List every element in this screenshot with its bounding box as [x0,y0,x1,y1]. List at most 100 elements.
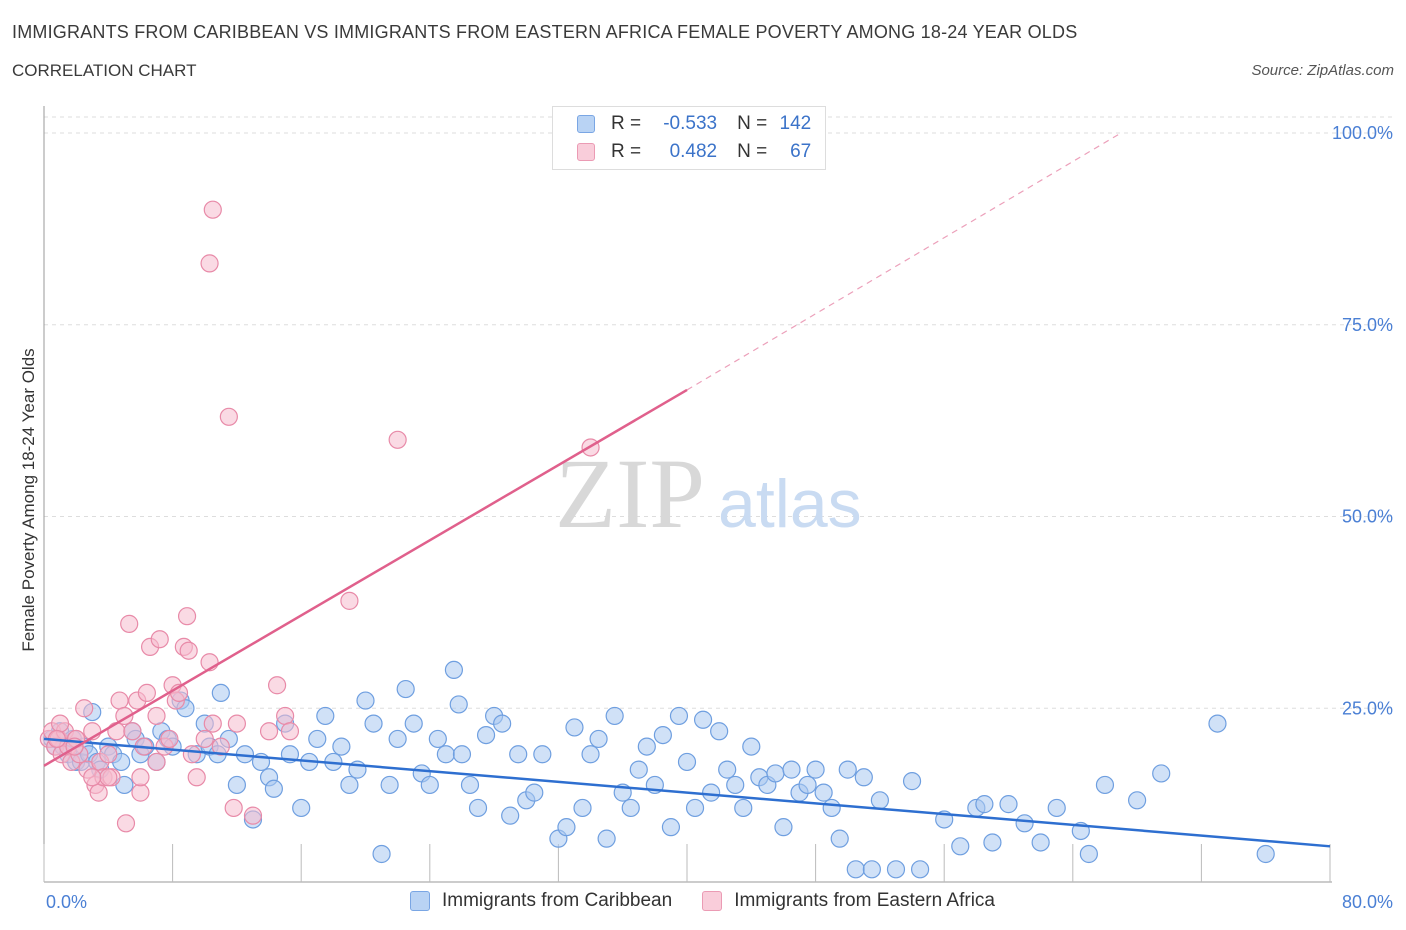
caribbean-point [621,798,640,818]
series-legend-eastern-africa: Immigrants from Eastern Africa [702,890,995,912]
eastern-africa-trend-extension [686,132,1122,391]
caribbean-point [340,775,359,795]
legend-r-value: -0.533 [663,113,718,134]
caribbean-point [629,760,648,779]
caribbean-point [436,745,455,764]
caribbean-point [870,791,890,810]
eastern-africa-point [89,783,108,802]
caribbean-point [372,844,391,864]
caribbean-point [316,706,335,726]
eastern-africa-point [131,768,150,787]
eastern-africa-point [150,630,169,649]
eastern-africa-point [224,798,243,818]
legend-n-value: 67 [790,141,812,162]
eastern-africa-point [177,607,197,626]
eastern-africa-point [211,737,230,756]
caribbean-point [509,745,528,764]
caribbean-point [822,798,841,818]
caribbean-point [356,691,375,710]
eastern-africa-point [276,706,295,726]
caribbean-point [1047,798,1066,818]
series-label-caribbean: Immigrants from Caribbean [442,890,673,911]
caribbean-point [573,798,592,818]
caribbean-point [493,714,512,733]
series-swatch-pink [702,891,723,911]
caribbean-point [444,660,464,680]
caribbean-point [742,737,761,756]
y-tick-label: 25.0% [1342,698,1393,718]
caribbean-point [388,729,407,749]
caribbean-point [782,760,801,779]
eastern-africa-point [147,752,166,772]
eastern-africa-point [227,714,246,733]
caribbean-point [766,764,785,783]
caribbean-point [798,775,817,795]
caribbean-point [693,710,713,729]
eastern-africa-point [123,722,142,741]
caribbean-point [710,722,729,741]
caribbean-point [533,745,552,764]
caribbean-point [902,772,922,791]
eastern-africa-point [388,430,407,449]
legend-r-label: R = [611,113,642,134]
caribbean-point [669,706,689,726]
legend-r-label: R = [611,141,642,162]
caribbean-point [1031,833,1050,852]
caribbean-point [525,783,544,802]
caribbean-point [1079,844,1098,864]
correlation-legend: R = -0.533 N = 142 R = 0.482 N = 67 [552,106,826,170]
caribbean-point [862,860,881,879]
eastern-africa-point [267,676,287,695]
eastern-africa-point [160,729,179,749]
caribbean-point [774,818,793,837]
caribbean-point [983,833,1002,852]
y-axis-title: Female Poverty Among 18-24 Year Olds [19,348,38,651]
caribbean-point [565,718,584,737]
caribbean-point [975,795,994,814]
caribbean-point [1208,714,1227,733]
y-tick-label: 100.0% [1332,123,1393,143]
caribbean-point [380,775,399,795]
caribbean-trend-line [43,737,1331,848]
caribbean-point [557,818,576,837]
caribbean-point [1015,814,1034,833]
eastern-africa-point [340,591,359,610]
caribbean-point [1127,791,1147,810]
legend-swatch-pink [577,143,595,161]
caribbean-point [718,760,737,779]
eastern-africa-point [83,768,102,787]
eastern-africa-point [280,722,300,741]
caribbean-point [227,775,246,795]
caribbean-point [468,798,488,818]
eastern-africa-point [179,641,198,660]
caribbean-point [501,806,520,825]
caribbean-point [702,783,721,802]
x-tick-label: 80.0% [1342,892,1393,912]
caribbean-point [1152,764,1171,783]
caribbean-point [308,729,327,749]
caribbean-point [589,729,608,749]
legend-row-eastern-africa: R = 0.482 N = 67 [577,141,811,163]
caribbean-point [364,714,383,733]
eastern-africa-point [120,614,139,633]
x-tick-label: 0.0% [46,892,87,912]
caribbean-point [476,725,496,745]
caribbean-point [677,752,697,772]
caribbean-point [396,679,415,699]
caribbean-point [838,760,857,779]
chart-title: IMMIGRANTS FROM CARIBBEAN VS IMMIGRANTS … [12,22,1078,42]
eastern-africa-point [147,706,166,726]
series-swatch-blue [410,891,430,911]
eastern-africa-point [107,722,126,741]
eastern-africa-point [219,407,238,426]
eastern-africa-point [259,722,279,741]
eastern-africa-point [110,691,129,710]
caribbean-point [292,798,311,818]
caribbean-point [452,745,472,764]
legend-n-label: N = [737,141,768,162]
caribbean-point [854,768,873,787]
legend-n-label: N = [737,113,768,134]
y-tick-label: 50.0% [1342,507,1393,527]
eastern-africa-point [131,783,150,802]
